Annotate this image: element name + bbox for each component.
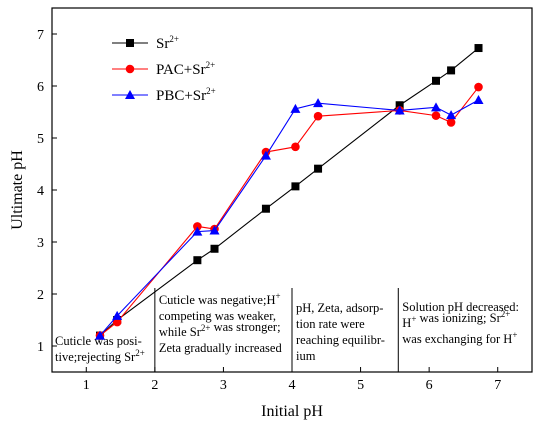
- data-point: [193, 256, 202, 265]
- data-point: [291, 142, 300, 152]
- legend-marker: [125, 64, 135, 74]
- x-tick-label: 6: [426, 378, 433, 393]
- data-point: [432, 76, 440, 85]
- data-point: [447, 66, 456, 75]
- region-dividers: [154, 288, 399, 372]
- data-point: [291, 182, 300, 191]
- legend-label: Sr2+: [156, 34, 179, 52]
- annotation-2: Cuticle was negative;H+ competing was wea…: [159, 291, 283, 355]
- data-point: [474, 44, 483, 53]
- annotation-line: reaching equilibr-: [296, 333, 385, 347]
- annotation-line: Solution pH decreased:: [402, 300, 519, 314]
- data-point: [314, 164, 323, 173]
- data-point: [290, 103, 301, 113]
- legend-entry-1: Sr2+: [112, 34, 179, 52]
- y-axis-title: Ultimate pH: [9, 150, 26, 230]
- x-tick-label: 2: [151, 378, 158, 393]
- legend-entry-2: PAC+Sr2+: [112, 60, 215, 78]
- annotations: Cuticle was posi-tive;rejecting Sr2+Cuti…: [55, 291, 519, 364]
- legend-label: PBC+Sr2+: [156, 86, 216, 104]
- data-point: [112, 317, 122, 327]
- annotation-line: Zeta gradually increased: [159, 341, 283, 355]
- data-point: [394, 105, 405, 115]
- data-point: [313, 98, 324, 108]
- x-tick-label: 7: [494, 378, 501, 393]
- data-point: [192, 226, 203, 236]
- data-point: [193, 222, 202, 231]
- data-point: [446, 118, 456, 127]
- data-point: [209, 225, 220, 235]
- legend-label: PAC+Sr2+: [156, 60, 215, 78]
- series-1: [96, 44, 483, 340]
- y-tick-label: 7: [37, 28, 44, 43]
- data-point: [474, 82, 483, 92]
- data-point: [431, 102, 441, 112]
- x-axis-title: Initial pH: [261, 403, 323, 420]
- x-tick-label: 1: [83, 378, 90, 393]
- x-tick-label: 5: [357, 378, 364, 393]
- legend-marker: [125, 90, 135, 99]
- legend: Sr2+ PAC+Sr2+ PBC+Sr2+: [112, 34, 216, 104]
- y-tick-label: 1: [37, 340, 44, 355]
- data-point: [95, 330, 105, 340]
- annotation-line: ium: [296, 349, 316, 363]
- series: [95, 44, 484, 340]
- annotation-line: while Sr2+ was stronger;: [159, 320, 281, 339]
- annotation-line: tion rate were: [296, 317, 365, 331]
- data-point: [473, 95, 484, 105]
- axis-ticks: 1 2 3 4 5 6 7 1 2 3 4 5 6 7: [37, 28, 501, 393]
- annotation-4: Solution pH decreased:H+ was ionizing; S…: [402, 300, 519, 346]
- x-tick-label: 3: [220, 378, 227, 393]
- annotation-line: was exchanging for H+: [402, 330, 517, 346]
- annotation-line: tive;rejecting Sr2+: [55, 348, 145, 364]
- data-point: [395, 101, 404, 110]
- y-tick-label: 2: [37, 288, 44, 303]
- y-tick-label: 5: [37, 132, 44, 147]
- data-point: [261, 204, 270, 213]
- y-tick-label: 6: [37, 80, 44, 95]
- y-tick-label: 4: [37, 184, 44, 199]
- data-point: [112, 310, 123, 320]
- annotation-line: pH, Zeta, adsorp-: [296, 301, 383, 315]
- data-point: [431, 111, 441, 120]
- annotation-3: pH, Zeta, adsorp-tion rate were reaching …: [296, 301, 385, 363]
- data-point: [260, 150, 271, 160]
- annotation-line: Cuticle was negative;H+: [159, 291, 281, 307]
- y-tick-label: 3: [37, 236, 44, 251]
- x-tick-label: 4: [289, 378, 296, 393]
- annotation-line: H+ was ionizing; Sr2+: [402, 309, 510, 330]
- data-point: [446, 110, 457, 120]
- legend-entry-3: PBC+Sr2+: [112, 86, 216, 104]
- series-3: [95, 95, 484, 340]
- annotation-line: competing was weaker,: [159, 309, 276, 323]
- series-line: [99, 86, 479, 337]
- annotation-1: Cuticle was posi-tive;rejecting Sr2+: [55, 334, 145, 364]
- legend-marker: [126, 39, 134, 47]
- data-point: [313, 111, 323, 121]
- data-point: [210, 244, 219, 253]
- annotation-line: Cuticle was posi-: [55, 334, 142, 348]
